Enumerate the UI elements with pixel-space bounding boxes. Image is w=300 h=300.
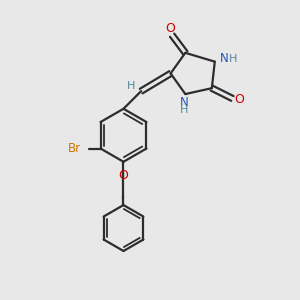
Text: Br: Br bbox=[68, 142, 81, 155]
Text: H: H bbox=[127, 81, 135, 91]
Text: N: N bbox=[179, 96, 188, 109]
Text: H: H bbox=[229, 54, 237, 64]
Text: N: N bbox=[220, 52, 229, 65]
Text: O: O bbox=[234, 93, 244, 106]
Text: O: O bbox=[166, 22, 176, 35]
Text: H: H bbox=[180, 105, 188, 115]
Text: O: O bbox=[118, 169, 128, 182]
